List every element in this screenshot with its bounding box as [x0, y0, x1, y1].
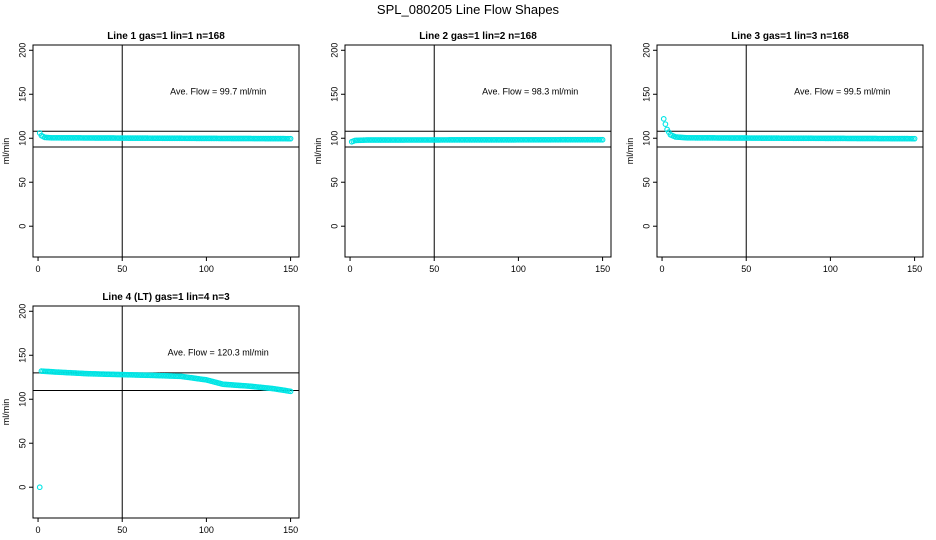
panel-title: Line 2 gas=1 lin=2 n=168 [419, 31, 537, 42]
plot-frame [32, 44, 300, 258]
x-tick-label: 0 [660, 264, 665, 274]
panel-title: Line 3 gas=1 lin=3 n=168 [731, 31, 849, 42]
y-axis-label: ml/min [313, 138, 323, 165]
y-tick-label: 100 [641, 131, 651, 146]
average-flow-annotation: Ave. Flow = 120.3 ml/min [168, 347, 269, 357]
x-tick-label: 150 [595, 264, 610, 274]
average-flow-annotation: Ave. Flow = 99.7 ml/min [170, 86, 266, 96]
x-tick-label: 100 [823, 264, 838, 274]
x-tick-label: 100 [511, 264, 526, 274]
x-tick-label: 50 [429, 264, 439, 274]
panel-3: Line 3 gas=1 lin=3 n=168 ml/min 0 50 100 150 0… [625, 31, 924, 274]
x-tick-label: 100 [199, 525, 214, 535]
x-tick-label: 0 [36, 525, 41, 535]
x-tick-label: 0 [348, 264, 353, 274]
y-tick-label: 100 [17, 131, 27, 146]
x-tick-label: 150 [283, 525, 298, 535]
panel-title: Line 1 gas=1 lin=1 n=168 [107, 31, 225, 42]
y-tick-label: 0 [17, 485, 27, 490]
data-point [662, 121, 669, 128]
y-tick-label: 100 [17, 392, 27, 407]
y-tick-label: 200 [17, 43, 27, 58]
y-tick-label: 150 [17, 348, 27, 363]
x-tick-label: 50 [117, 264, 127, 274]
panel-title: Line 4 (LT) gas=1 lin=4 n=3 [102, 292, 230, 303]
y-tick-label: 150 [329, 87, 339, 102]
x-tick-label: 100 [199, 264, 214, 274]
x-tick-label: 0 [36, 264, 41, 274]
average-flow-annotation: Ave. Flow = 98.3 ml/min [482, 86, 578, 96]
y-tick-label: 50 [641, 177, 651, 187]
y-tick-label: 200 [641, 43, 651, 58]
x-tick-label: 150 [283, 264, 298, 274]
x-tick-label: 150 [907, 264, 922, 274]
plot-frame [344, 44, 612, 258]
data-point [287, 388, 294, 395]
y-axis-label: ml/min [1, 138, 11, 165]
y-tick-label: 100 [329, 131, 339, 146]
panel-2: Line 2 gas=1 lin=2 n=168 ml/min 0 50 100 150 0… [313, 31, 612, 274]
data-point [36, 484, 43, 491]
y-tick-label: 200 [17, 304, 27, 319]
data-points [348, 136, 606, 145]
data-point [911, 135, 918, 142]
y-tick-label: 0 [17, 224, 27, 229]
data-points [36, 368, 294, 491]
y-axis-label: ml/min [1, 399, 11, 426]
y-axis-label: ml/min [625, 138, 635, 165]
panels: Line 1 gas=1 lin=1 n=168 ml/min 0 50 100 150 0… [1, 31, 924, 535]
plot-frame [32, 305, 300, 519]
y-tick-label: 150 [641, 87, 651, 102]
y-tick-label: 200 [329, 43, 339, 58]
y-tick-label: 0 [641, 224, 651, 229]
y-tick-label: 50 [17, 177, 27, 187]
figure-title: SPL_080205 Line Flow Shapes [377, 2, 560, 17]
x-tick-label: 50 [117, 525, 127, 535]
y-tick-label: 0 [329, 224, 339, 229]
plot-frame [656, 44, 924, 258]
x-tick-label: 50 [741, 264, 751, 274]
y-tick-label: 50 [17, 438, 27, 448]
data-point [599, 136, 606, 143]
y-tick-label: 150 [17, 87, 27, 102]
data-point [287, 135, 294, 142]
panel-1: Line 1 gas=1 lin=1 n=168 ml/min 0 50 100 150 0… [1, 31, 300, 274]
data-point [660, 116, 667, 122]
data-points [36, 130, 294, 142]
y-tick-label: 50 [329, 177, 339, 187]
data-points [660, 116, 918, 142]
average-flow-annotation: Ave. Flow = 99.5 ml/min [794, 86, 890, 96]
panel-4: Line 4 (LT) gas=1 lin=4 n=3 ml/min 0 50 100 1… [1, 292, 300, 535]
